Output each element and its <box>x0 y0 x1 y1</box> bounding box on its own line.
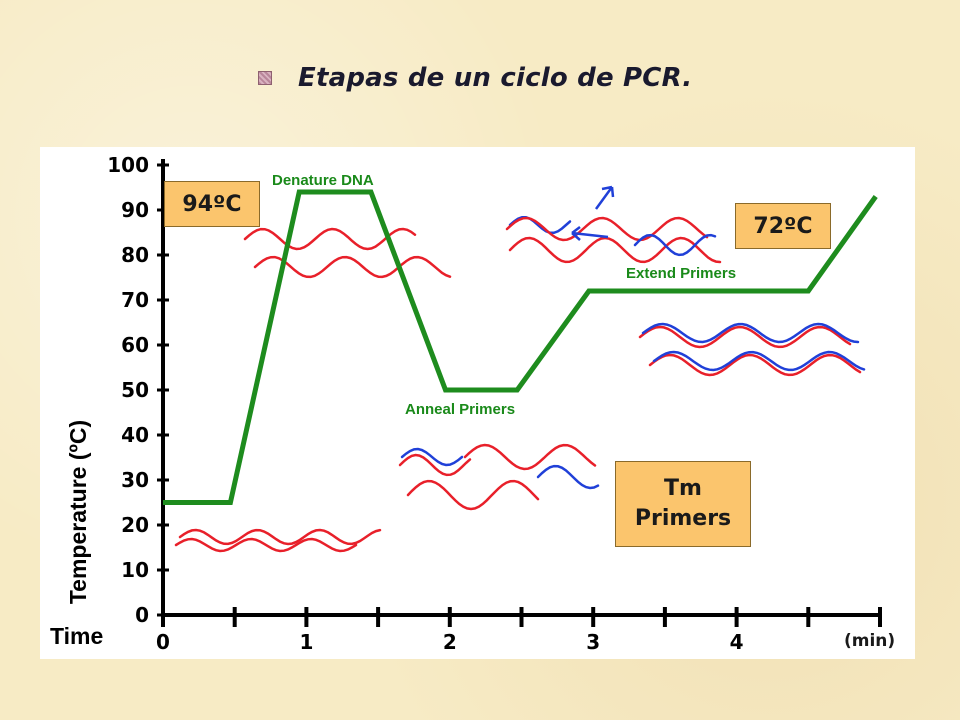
extension-arrow-icon <box>571 226 609 241</box>
dna-strand-red <box>174 537 358 553</box>
x-tick-label: 3 <box>586 630 600 654</box>
phase-label-extend: Extend Primers <box>626 265 736 282</box>
extension-arrow-icon <box>594 185 615 210</box>
y-tick-label: 100 <box>107 153 149 177</box>
annotation-94c: 94ºC <box>164 181 260 227</box>
y-tick-label: 0 <box>135 603 149 627</box>
x-tick-label: 1 <box>299 630 313 654</box>
x-tick-label: 2 <box>443 630 457 654</box>
annotation-tm-primers: Tm Primers <box>615 461 751 547</box>
pcr-chart-panel: 0 10 20 30 40 50 60 70 80 90 100 0 1 2 3 4 Denature DNA… <box>40 147 915 659</box>
y-tick-label: 20 <box>121 513 149 537</box>
dna-strand-red <box>406 479 540 511</box>
y-tick-label: 80 <box>121 243 149 267</box>
dna-strand-red <box>178 528 382 546</box>
y-tick-label: 40 <box>121 423 149 447</box>
dna-strand-red <box>398 453 472 477</box>
slide-title: Etapas de un ciclo de PCR. <box>298 63 693 93</box>
x-tick-label: 0 <box>156 630 170 654</box>
x-axis-title: Time <box>50 623 103 649</box>
dna-strand-red <box>505 216 709 242</box>
y-tick-label: 10 <box>121 558 149 582</box>
x-tick-label: 4 <box>730 630 744 654</box>
y-axis-title: Temperature (ºC) <box>65 420 91 604</box>
phase-label-denature: Denature DNA <box>272 172 374 189</box>
y-tick-label: 50 <box>121 378 149 402</box>
y-tick-label: 60 <box>121 333 149 357</box>
bullet-square-icon <box>258 71 272 85</box>
primer-strand-blue <box>536 464 600 490</box>
primer-strand-blue <box>400 447 464 467</box>
phase-label-anneal: Anneal Primers <box>405 401 515 418</box>
y-tick-label: 90 <box>121 198 149 222</box>
dna-strand-illustrations <box>174 185 866 553</box>
y-tick-label: 70 <box>121 288 149 312</box>
y-tick-label: 30 <box>121 468 149 492</box>
primer-strand-blue <box>652 350 866 372</box>
time-unit-label: (min) <box>844 631 896 651</box>
pcr-cycle-chart: 0 10 20 30 40 50 60 70 80 90 100 0 1 2 3 4 Denature DNA… <box>50 153 882 654</box>
primer-strand-blue <box>633 233 717 257</box>
primer-strand-blue <box>508 215 572 235</box>
dna-strand-red <box>253 255 452 279</box>
primer-strand-blue <box>641 322 860 344</box>
annotation-72c: 72ºC <box>735 203 831 249</box>
dna-strand-red <box>508 236 722 264</box>
dna-strand-red <box>648 353 862 377</box>
dna-strand-red <box>463 443 597 471</box>
slide-title-row: Etapas de un ciclo de PCR. <box>258 58 692 98</box>
dna-strand-red <box>638 325 852 349</box>
